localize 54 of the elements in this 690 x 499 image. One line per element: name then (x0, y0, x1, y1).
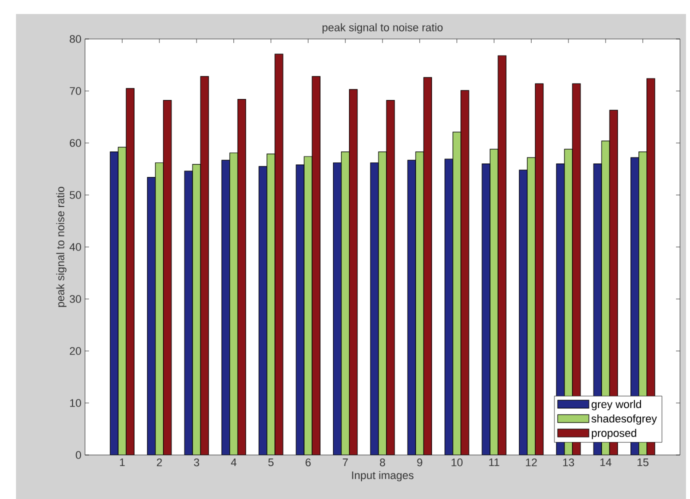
y-tick-label: 50 (70, 191, 82, 199)
y-tick-label: 20 (70, 347, 82, 355)
bar (221, 160, 230, 455)
bar (163, 100, 172, 455)
y-tick-label: 30 (70, 295, 82, 303)
bar (333, 162, 342, 455)
bar (526, 157, 536, 455)
bar (518, 170, 528, 455)
y-tick-label: 0 (76, 451, 82, 459)
legend-label: grey world (592, 400, 642, 410)
x-tick-label: 6 (306, 458, 311, 466)
x-tick-label: 4 (230, 458, 236, 466)
bar (444, 158, 454, 455)
y-tick-label: 40 (70, 243, 82, 251)
bar (229, 152, 238, 455)
x-tick-label: 11 (489, 458, 500, 466)
y-tick-label: 70 (70, 87, 82, 95)
legend-label: proposed (592, 428, 636, 440)
x-tick-label: 15 (638, 458, 648, 466)
bar (415, 152, 424, 455)
x-tick-label: 12 (526, 458, 537, 466)
bar (155, 162, 164, 455)
bar (460, 90, 470, 455)
x-tick-label: 14 (600, 458, 612, 466)
x-tick-label: 10 (452, 458, 463, 466)
x-tick-label: 5 (268, 458, 274, 466)
bar (147, 177, 156, 455)
bar (534, 83, 544, 455)
x-tick-label: 3 (194, 458, 200, 466)
y-axis-title: peak signal to noise ratio (56, 186, 66, 307)
bar (312, 76, 320, 455)
legend-label: shadesofgrey (591, 414, 657, 425)
y-tick-label: 80 (70, 35, 82, 43)
bar (349, 89, 358, 455)
bar (118, 146, 126, 455)
x-tick-label: 9 (417, 458, 422, 466)
bar (452, 132, 462, 455)
x-tick-label: 7 (342, 458, 348, 466)
bar (423, 77, 432, 455)
bar (237, 99, 246, 455)
x-tick-label: 1 (120, 458, 125, 466)
bar (110, 152, 118, 455)
bar (126, 88, 134, 455)
bar (304, 156, 312, 455)
x-tick-label: 13 (563, 458, 574, 466)
x-tick-label: 2 (156, 458, 162, 466)
x-tick-label: 8 (380, 458, 386, 466)
bar (407, 160, 416, 455)
bar (296, 164, 304, 455)
bar (341, 152, 350, 455)
chart-title: peak signal to noise ratio (322, 23, 443, 34)
y-tick-label: 60 (70, 139, 82, 147)
y-tick-label: 10 (70, 399, 82, 407)
x-axis-title: Input images (352, 471, 414, 482)
